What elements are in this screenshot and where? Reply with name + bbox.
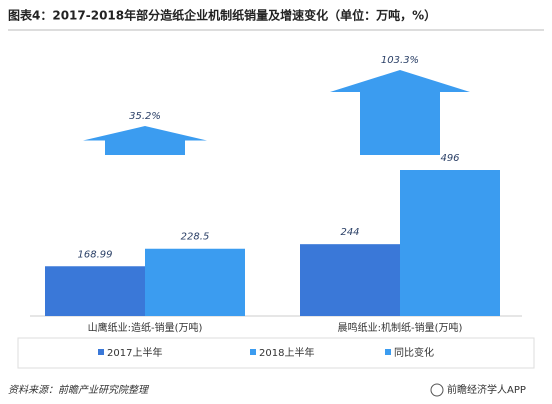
change-label: 103.3% (381, 55, 419, 66)
value-label: 228.5 (181, 232, 210, 243)
legend-label: 同比变化 (394, 346, 434, 359)
legend-swatch (385, 349, 391, 355)
bar (300, 244, 400, 316)
bar (400, 170, 500, 316)
change-arrow (330, 70, 470, 155)
bar (45, 266, 145, 316)
legend-label: 2018上半年 (259, 346, 314, 359)
chart-title: 图表4：2017-2018年部分造纸企业机制纸销量及增速变化（单位：万吨，%） (8, 8, 436, 23)
logo-icon (430, 383, 444, 397)
value-label: 168.99 (78, 249, 113, 260)
change-label: 35.2% (129, 111, 161, 122)
x-tick-label: 晨鸣纸业:机制纸-销量(万吨) (338, 321, 463, 334)
legend-swatch (98, 349, 104, 355)
value-label: 496 (440, 153, 459, 164)
change-arrow (83, 126, 207, 155)
value-label: 244 (340, 227, 359, 238)
legend-label: 2017上半年 (107, 346, 162, 359)
logo-text: 前瞻经济学人APP (447, 383, 526, 396)
legend-swatch (250, 349, 256, 355)
x-tick-label: 山鹰纸业:造纸-销量(万吨) (88, 321, 203, 334)
legend-box (17, 337, 535, 369)
source: 资料来源：前瞻产业研究院整理 (8, 384, 150, 396)
bar (145, 248, 245, 316)
